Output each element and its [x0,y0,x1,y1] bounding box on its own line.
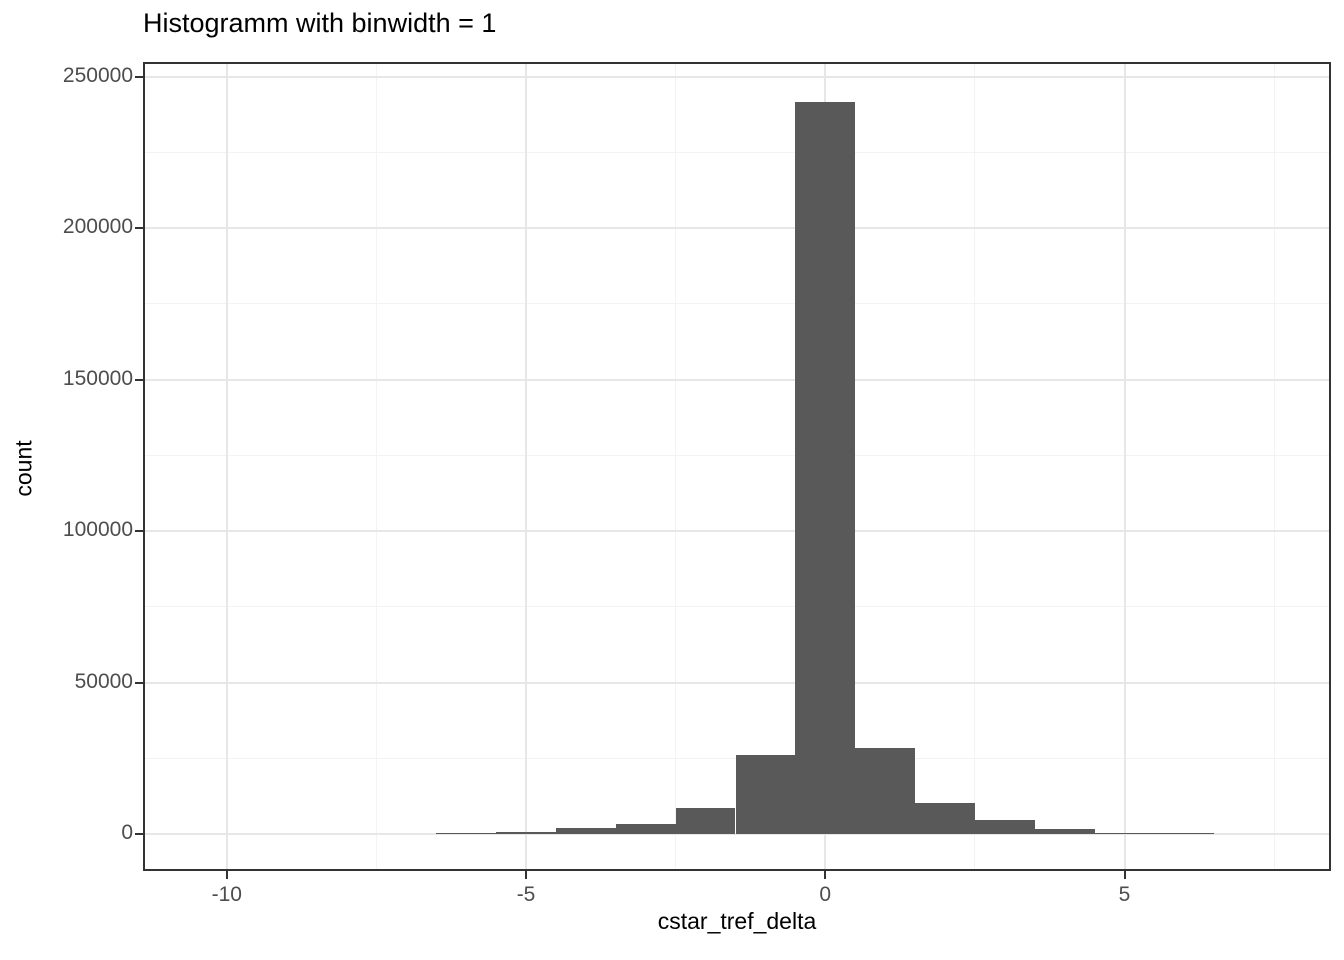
y-tick-label: 200000 [62,215,133,239]
y-minor-gridline [143,303,1331,305]
x-tick-label: 5 [1118,883,1131,906]
x-tick-label: -5 [516,883,536,906]
histogram-bar [1154,833,1215,835]
y-major-gridline [143,833,1331,836]
x-minor-gridline [375,62,377,871]
x-major-gridline [525,62,528,871]
histogram-bar [915,803,975,835]
y-axis-tick [135,75,143,78]
histogram-bar [1094,833,1155,835]
x-tick-label: 0 [819,883,832,906]
y-major-gridline [143,75,1331,78]
y-major-gridline [143,378,1331,381]
histogram-bar [795,102,856,835]
y-tick-label: 50000 [74,669,133,693]
y-tick-label: 100000 [62,518,133,542]
x-axis-tick [1123,871,1126,879]
histogram-bar [555,828,616,835]
histogram-bar [974,820,1035,835]
y-axis-tick [135,227,143,230]
y-major-gridline [143,227,1331,230]
y-major-gridline [143,681,1331,684]
histogram-bar [735,755,796,835]
y-axis-title: count [10,440,37,497]
x-major-gridline [225,62,228,871]
y-axis-tick [135,378,143,381]
y-minor-gridline [143,151,1331,153]
x-axis-tick [225,871,228,879]
x-axis-tick [525,871,528,879]
x-tick-label: -10 [211,883,242,906]
x-minor-gridline [675,62,677,871]
histogram-bar [496,831,556,835]
plot-panel [143,62,1331,871]
histogram-bar [436,833,497,835]
histogram-bar [675,808,736,835]
chart-title: Histogramm with binwidth = 1 [143,8,497,38]
y-axis-tick [135,833,143,836]
y-tick-label: 250000 [62,63,133,87]
histogram-bar [855,747,916,835]
y-tick-label: 150000 [62,366,133,390]
y-axis-tick [135,530,143,533]
x-axis-title: cstar_tref_delta [657,908,817,934]
y-minor-gridline [143,454,1331,456]
x-minor-gridline [1273,62,1275,871]
x-major-gridline [1123,62,1126,871]
histogram-bar [1034,828,1095,835]
x-minor-gridline [974,62,976,871]
x-axis-tick [824,871,827,879]
y-axis-tick [135,681,143,684]
histogram-bar [615,824,676,835]
y-major-gridline [143,530,1331,533]
y-minor-gridline [143,606,1331,608]
y-tick-label: 0 [121,821,133,845]
